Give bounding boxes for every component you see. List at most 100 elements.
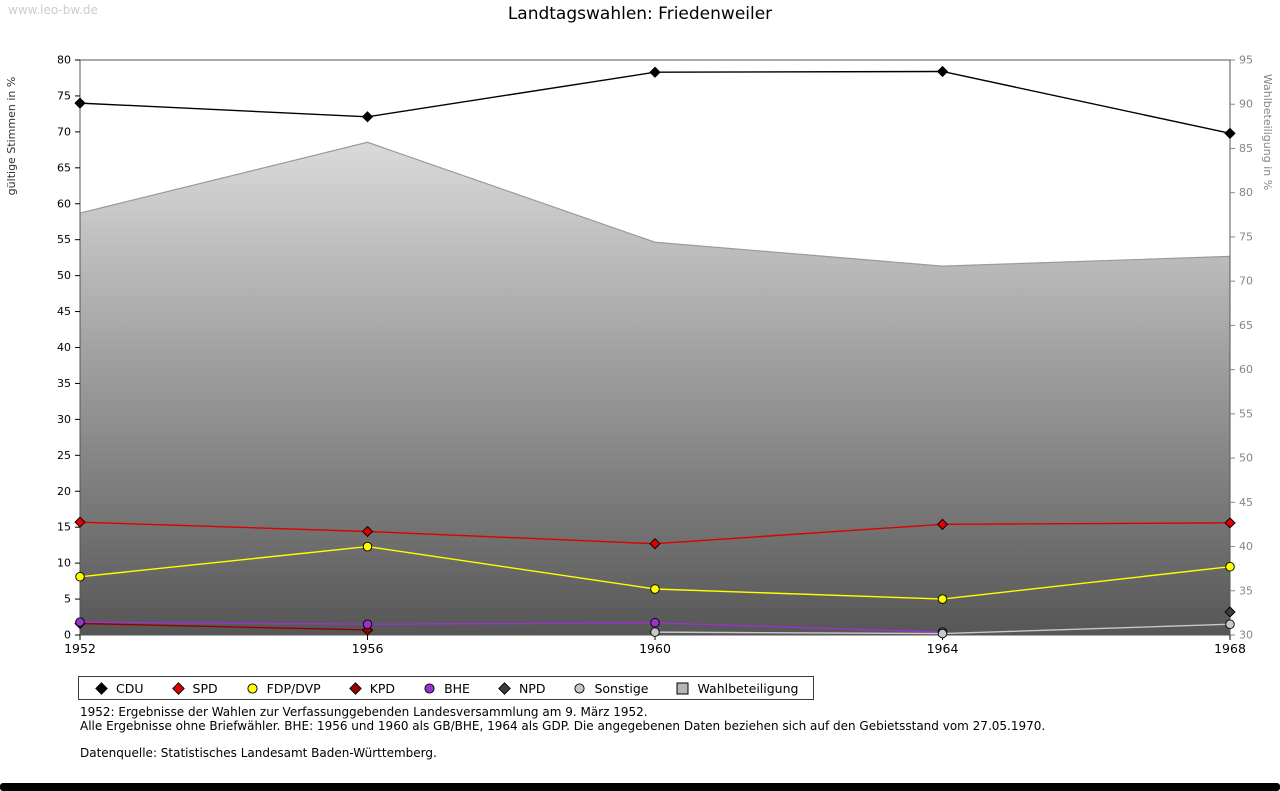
right-tick-label: 90 [1239,98,1253,111]
page-title: Landtagswahlen: Friedenweiler [507,4,773,24]
marker-spd-1968 [1224,517,1236,529]
left-tick-label: 15 [57,521,71,534]
marker-fdp-dvp-1960 [650,584,660,594]
marker-npd-1968 [1224,606,1236,618]
marker-spd-1964 [936,518,949,530]
left-tick-label: 70 [57,125,71,138]
diamond-marker-icon [498,681,511,695]
right-tick-label: 55 [1239,407,1253,420]
marker-cdu-1968 [1224,127,1236,139]
series-fdp-dvp [75,541,1235,604]
legend-label: CDU [116,680,144,696]
diamond-marker-icon [95,681,108,695]
x-tick-label: 1964 [927,641,959,656]
left-tick-label: 35 [57,377,71,390]
legend-label: Sonstige [594,680,649,696]
legend-item-wahlbeteiligung: Wahlbeteiligung [675,681,798,696]
marker-bhe-1960 [650,618,660,628]
left-tick-label: 55 [57,233,71,246]
right-tick-label: 40 [1239,540,1253,553]
marker-sonstige-1964 [937,628,948,639]
left-tick-label: 75 [57,89,71,102]
legend-item-spd: SPD [171,681,218,696]
marker-cdu-1960 [649,66,661,78]
chart-legend: CDU SPD FDP/DVP KPD BHE NPD Sonstige Wahlbeteil… [78,676,815,700]
left-tick-label: 25 [57,449,71,462]
marker-cdu-1964 [936,65,949,78]
right-axis-title: Wahlbeteiligung in % [1261,74,1274,190]
right-tick-label: 70 [1239,275,1253,288]
series-wahlbeteiligung [79,141,1231,635]
marker-fdp-dvp-1964 [937,594,948,604]
marker-bhe-1952 [75,617,85,627]
marker-fdp-dvp-1956 [362,541,373,552]
left-tick-label: 40 [57,341,71,354]
left-tick-label: 60 [57,197,71,210]
x-tick-label: 1968 [1214,641,1246,656]
square-marker-icon [676,682,689,694]
participation-line [79,141,1231,267]
series-npd [1224,606,1236,618]
marker-fdp-dvp-1952 [75,572,85,582]
left-tick-label: 0 [64,629,71,642]
legend-label: BHE [444,680,470,696]
legend-item-sonstige: Sonstige [572,681,648,696]
marker-sonstige-1960 [650,627,660,637]
right-tick-label: 60 [1239,363,1253,376]
left-tick-label: 10 [57,557,71,570]
series-sonstige [650,619,1235,639]
footnote-source: Datenquelle: Statistisches Landesamt Bad… [80,746,437,760]
legend-item-kpd: KPD [348,681,395,696]
legend-item-fdp-dvp: FDP/DVP [245,681,321,696]
left-tick-label: 45 [57,305,71,318]
series-spd [74,516,1236,550]
right-tick-label: 80 [1239,186,1253,199]
legend-label: Wahlbeteiligung [697,680,799,696]
right-tick-label: 50 [1239,452,1253,465]
right-tick-label: 65 [1239,319,1253,332]
marker-bhe-1956 [362,619,373,629]
right-tick-label: 45 [1239,496,1253,509]
footnote-line-1: 1952: Ergebnisse der Wahlen zur Verfassu… [80,705,648,719]
right-tick-label: 30 [1239,629,1253,642]
right-tick-label: 75 [1239,230,1253,243]
right-tick-label: 35 [1239,584,1253,597]
legend-item-cdu: CDU [94,681,144,696]
x-tick-label: 1952 [64,641,96,656]
series-cdu [74,65,1236,139]
legend-label: NPD [518,680,546,696]
left-tick-label: 5 [64,593,71,606]
watermark: www.leo-bw.de [8,3,98,17]
right-tick-label: 85 [1239,142,1253,155]
marker-spd-1956 [361,525,374,538]
footnote-line-2: Alle Ergebnisse ohne Briefwähler. BHE: 1… [80,718,1046,733]
circle-marker-icon [574,682,586,694]
marker-spd-1952 [74,516,86,528]
circle-marker-icon [424,682,435,694]
circle-marker-icon [247,682,258,694]
bottom-border-bar [0,783,1280,791]
marker-fdp-dvp-1968 [1225,561,1235,572]
marker-cdu-1956 [361,111,374,123]
election-results-chart: 0 5 10 15 20 25 30 35 40 45 50 55 60 65 70 75 80 30 35 40 45… [5,54,1274,657]
left-tick-label: 30 [57,413,71,426]
left-tick-label: 50 [57,269,71,282]
left-tick-label: 65 [57,161,71,174]
participation-area [80,142,1230,635]
x-tick-label: 1960 [639,641,671,656]
legend-item-npd: NPD [497,680,546,696]
marker-spd-1960 [649,538,661,550]
diamond-marker-icon [171,681,185,695]
left-tick-label: 80 [57,54,71,67]
legend-item-bhe: BHE [422,681,470,696]
marker-cdu-1952 [74,97,86,109]
legend-label: SPD [192,680,218,696]
x-tick-label: 1956 [352,641,384,656]
legend-label: FDP/DVP [266,680,321,696]
legend-label: KPD [369,680,396,696]
axes: 0 5 10 15 20 25 30 35 40 45 50 55 60 65 70 75 80 30 35 40 45… [57,54,1253,657]
footnotes: 1952: Ergebnisse der Wahlen zur Verfassu… [80,705,1046,761]
left-tick-label: 20 [57,485,71,498]
diamond-marker-icon [348,681,362,695]
